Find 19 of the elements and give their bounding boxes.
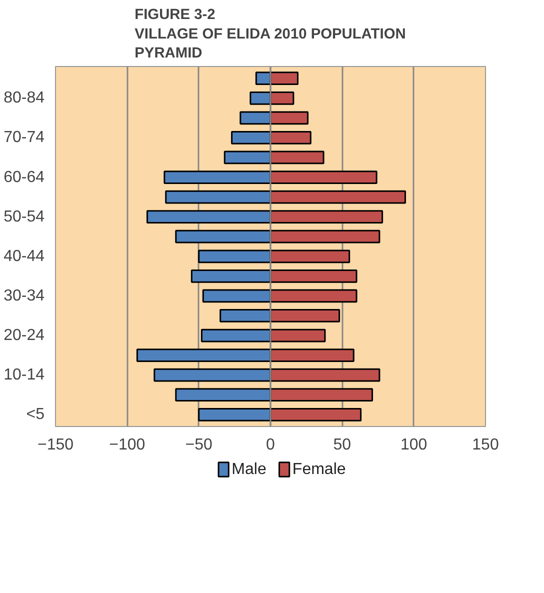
y-tick-label: 10-14 xyxy=(4,366,45,384)
legend-label: Female xyxy=(292,461,346,478)
y-tick-label: 80-84 xyxy=(4,90,45,107)
x-tick-label: 0 xyxy=(266,436,276,454)
y-tick-label: 60-64 xyxy=(4,168,45,186)
y-tick-label: 70-74 xyxy=(4,129,45,146)
y-tick-label: 50-54 xyxy=(4,208,45,226)
x-tick-label: −50 xyxy=(185,436,213,454)
x-tick-label: 150 xyxy=(472,436,499,454)
x-tick-label: 50 xyxy=(333,436,352,454)
y-tick-label: 40-44 xyxy=(4,248,45,265)
legend-label: Male xyxy=(232,461,266,478)
y-tick-label: 20-24 xyxy=(4,327,45,344)
x-tick-label: −150 xyxy=(37,436,74,454)
x-tick-label: −100 xyxy=(109,436,146,454)
chart-title: FIGURE 3-2 VILLAGE OF ELIDA 2010 POPULATION PYRAMID xyxy=(134,7,406,62)
y-tick-label: <5 xyxy=(26,406,45,424)
y-tick-label: 30-34 xyxy=(4,287,45,304)
x-tick-label: 100 xyxy=(400,436,428,454)
